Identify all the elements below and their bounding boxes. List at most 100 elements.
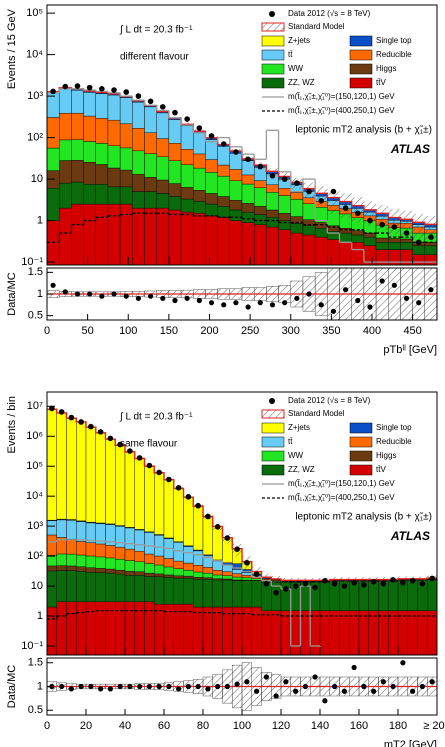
- stack-segment: [168, 196, 182, 211]
- stack-segment: [156, 207, 170, 265]
- legend-label: tt̄V: [376, 78, 386, 87]
- data-point: [322, 577, 328, 584]
- stack-segment: [193, 606, 204, 655]
- y-tick-label: 10⁴: [26, 49, 43, 61]
- data-point: [342, 205, 349, 211]
- data-point: [245, 156, 251, 163]
- stack-segment: [134, 551, 145, 562]
- stack-segment: [85, 555, 96, 568]
- stack-segment: [144, 576, 155, 602]
- stack-segment: [349, 610, 360, 655]
- stack-segment: [144, 191, 157, 209]
- stack-segment: [241, 580, 252, 608]
- data-point: [117, 441, 123, 448]
- stack-segment: [241, 577, 252, 581]
- stack-segment: [124, 527, 135, 550]
- data-point: [403, 230, 410, 236]
- x-tick-label: 0: [44, 720, 50, 732]
- ratio-y-tick-label: 0.5: [28, 704, 43, 716]
- data-point: [49, 405, 55, 412]
- stack-segment: [85, 572, 96, 602]
- legend-label: ZZ, WZ: [288, 78, 315, 87]
- legend-label: tt̄V: [376, 465, 386, 474]
- main-panel: [47, 405, 437, 655]
- y-tick-label: 10⁴: [26, 490, 43, 502]
- stack-segment: [132, 150, 145, 175]
- y-tick-label: 10: [31, 580, 43, 592]
- data-point: [294, 180, 300, 186]
- stack-segment: [115, 525, 126, 548]
- stack-segment: [314, 228, 328, 238]
- stack-segment: [132, 101, 145, 129]
- stack-segment: [76, 566, 87, 572]
- stack-segment: [222, 575, 233, 580]
- stack-segment: [83, 162, 96, 185]
- stack-segment: [183, 577, 194, 605]
- stack-segment: [144, 106, 157, 133]
- ratio-point: [147, 293, 154, 299]
- y-tick-label: 1: [37, 214, 43, 226]
- data-point: [361, 582, 367, 588]
- x-axis-title: pTbˡˡ [GeV]: [383, 344, 437, 356]
- x-tick-label: 120: [272, 720, 290, 732]
- legend-label: WW: [288, 451, 304, 460]
- stack-segment: [163, 574, 174, 578]
- data-point: [367, 217, 373, 224]
- stack-segment: [156, 138, 170, 157]
- data-point: [159, 104, 166, 110]
- x-tick-label: 100: [233, 720, 251, 732]
- stack-segment: [154, 534, 165, 557]
- stack-segment: [47, 570, 57, 608]
- stack-segment: [144, 563, 155, 574]
- stack-segment: [302, 225, 316, 236]
- stack-segment: [154, 603, 165, 655]
- legend-label: Higgs: [376, 451, 396, 460]
- legend-label: Single top: [376, 36, 412, 45]
- stack-segment: [83, 141, 96, 163]
- stack-segment: [95, 543, 106, 558]
- stack-segment: [56, 570, 67, 602]
- stack-segment: [134, 561, 145, 572]
- ratio-point: [263, 674, 269, 680]
- ratio-point: [59, 683, 65, 690]
- sm-uncertainty: [327, 189, 340, 215]
- stack-segment: [47, 534, 57, 556]
- stack-segment: [76, 554, 87, 567]
- stack-segment: [154, 576, 165, 605]
- y-tick-label: 10³: [27, 90, 43, 102]
- stack-segment: [56, 601, 67, 655]
- stack-segment: [310, 610, 321, 655]
- stack-segment: [119, 147, 133, 171]
- stack-segment: [241, 183, 255, 204]
- sm-uncertainty: [388, 209, 401, 235]
- legend-swatch: [349, 450, 373, 462]
- x-tick-label: 160: [350, 720, 368, 732]
- sm-uncertainty: [351, 197, 364, 223]
- stack-segment: [241, 203, 255, 213]
- stack-segment: [363, 236, 377, 246]
- data-point: [224, 535, 231, 541]
- stack-segment: [107, 119, 121, 146]
- stack-segment: [71, 181, 84, 205]
- stack-segment: [71, 160, 84, 183]
- stack-segment: [83, 184, 96, 205]
- stack-segment: [66, 520, 77, 540]
- analysis-label: leptonic mT2 analysis (b + χ̃₁±): [295, 512, 432, 523]
- stack-segment: [47, 606, 57, 655]
- data-point: [318, 197, 325, 204]
- stack-segment: [107, 186, 121, 205]
- stack-segment: [95, 184, 109, 205]
- stack-segment: [180, 149, 194, 165]
- stack-segment: [339, 242, 352, 265]
- stack-segment: [47, 220, 60, 265]
- legend-data-marker: [269, 11, 275, 17]
- x-tick-label: 180: [389, 720, 407, 732]
- data-point: [68, 414, 75, 421]
- legend-label: Data 2012 (√s = 8 TeV): [288, 9, 371, 18]
- data-point: [78, 419, 84, 425]
- data-point: [123, 89, 130, 95]
- y-tick-label: 10⁻¹: [21, 640, 43, 652]
- stack-segment: [241, 174, 255, 185]
- x-tick-label: 40: [119, 720, 131, 732]
- ratio-point: [74, 291, 81, 297]
